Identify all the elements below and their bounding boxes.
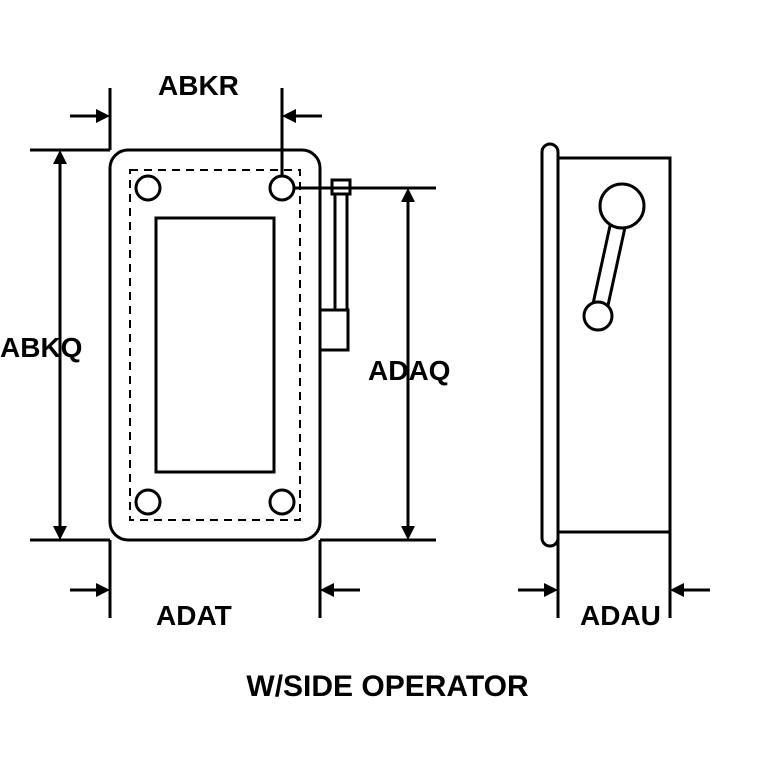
label-adau: ADAU <box>580 600 661 632</box>
label-adat: ADAT <box>156 600 232 632</box>
label-adaq: ADAQ <box>368 355 450 387</box>
label-abkr: ABKR <box>158 70 239 102</box>
caption: W/SIDE OPERATOR <box>0 670 775 704</box>
label-abkq: ABKQ <box>0 332 82 364</box>
